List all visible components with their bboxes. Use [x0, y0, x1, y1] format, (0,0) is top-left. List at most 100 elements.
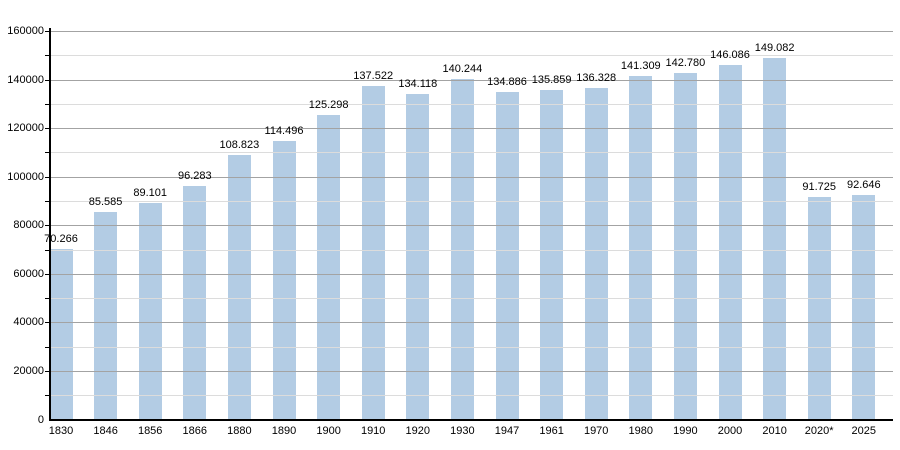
bar-1947 — [495, 91, 519, 420]
y-axis-tick — [44, 128, 50, 130]
bar-value-label: 142.780 — [665, 56, 706, 69]
bar-value-label: 85.585 — [88, 195, 123, 208]
x-tick-label: 1910 — [360, 424, 386, 437]
x-tick-label: 1990 — [673, 424, 698, 437]
minor-gridline — [49, 55, 893, 57]
x-tick-label: 1890 — [271, 424, 297, 437]
y-axis-tick — [44, 298, 50, 300]
y-axis-tick — [44, 152, 50, 154]
y-tick-label: 80000 — [13, 219, 44, 232]
x-tick-label: 1856 — [137, 424, 163, 437]
y-axis-tick — [44, 200, 50, 202]
minor-gridline — [49, 152, 893, 154]
bar-2000 — [718, 64, 742, 420]
y-axis-tick — [44, 176, 50, 178]
x-tick-label: 1930 — [450, 424, 475, 437]
bar-1900 — [317, 115, 341, 420]
bar-1856 — [138, 203, 162, 420]
bar-1910 — [361, 85, 385, 420]
bar-1890 — [272, 141, 296, 420]
y-axis-tick — [44, 79, 50, 81]
bar-2025 — [852, 194, 876, 420]
x-tick-label: 2020* — [804, 424, 834, 437]
bar-1866 — [183, 185, 207, 420]
bar-value-label: 89.101 — [133, 187, 168, 200]
bar-value-label: 134.118 — [398, 77, 438, 90]
bar-value-label: 114.496 — [264, 125, 304, 138]
y-tick-label: 0 — [37, 413, 44, 426]
minor-gridline — [49, 103, 893, 105]
x-tick-label: 1920 — [405, 424, 431, 437]
x-tick-label: 2025 — [851, 424, 877, 437]
x-tick-label: 1970 — [583, 424, 609, 437]
y-tick-label: 60000 — [13, 267, 44, 280]
y-tick-label: 40000 — [13, 316, 44, 329]
y-tick-label: 20000 — [13, 364, 44, 377]
major-gridline — [49, 370, 893, 372]
bar-1980 — [629, 76, 653, 420]
y-axis-tick — [44, 322, 50, 324]
x-tick-label: 1866 — [182, 424, 208, 437]
bar-value-label: 136.328 — [576, 72, 617, 85]
x-tick-label: 1900 — [316, 424, 341, 437]
bar-value-label: 91.725 — [802, 180, 837, 193]
bar-value-label: 134.886 — [487, 75, 527, 88]
y-axis-tick — [44, 225, 50, 227]
bar-value-label: 70.266 — [44, 232, 78, 245]
x-axis-line — [48, 418, 893, 421]
bar-value-label: 135.859 — [531, 73, 572, 86]
bar-value-label: 108.823 — [219, 139, 260, 152]
y-tick-label: 140000 — [7, 73, 44, 86]
x-tick-label: 1947 — [494, 424, 520, 437]
x-tick-label: 1961 — [539, 424, 564, 437]
x-tick-label: 2010 — [762, 424, 787, 437]
y-tick-label: 120000 — [7, 122, 44, 135]
bar-1930 — [450, 78, 474, 420]
y-axis-line — [48, 28, 51, 421]
bar-value-label: 125.298 — [308, 99, 349, 112]
y-tick-label: 160000 — [7, 25, 44, 37]
y-axis-tick — [44, 370, 50, 372]
major-gridline — [49, 225, 893, 227]
bar-1920 — [406, 93, 430, 420]
x-tick-label: 2000 — [717, 424, 743, 437]
y-axis-tick — [44, 249, 50, 251]
bar-value-label: 140.244 — [442, 62, 483, 75]
y-tick-label: 100000 — [7, 170, 44, 183]
x-tick-label: 1980 — [628, 424, 654, 437]
bar-1961 — [540, 89, 564, 420]
bar-1970 — [584, 88, 608, 420]
major-gridline — [49, 176, 893, 178]
x-tick-label: 1830 — [48, 424, 74, 437]
bar-2010 — [763, 57, 787, 420]
minor-gridline — [49, 200, 893, 202]
y-axis-tick — [44, 346, 50, 348]
minor-gridline — [49, 346, 893, 348]
major-gridline — [49, 79, 893, 81]
bar-value-label: 149.082 — [754, 41, 795, 54]
bar-value-label: 92.646 — [846, 178, 881, 191]
major-gridline — [49, 273, 893, 275]
y-axis-tick — [44, 395, 50, 397]
major-gridline — [49, 128, 893, 130]
bar-1880 — [227, 155, 251, 420]
bar-value-label: 96.283 — [177, 169, 212, 182]
bar-1830 — [49, 248, 73, 420]
minor-gridline — [49, 395, 893, 397]
major-gridline — [49, 322, 893, 324]
bar-value-label: 137.522 — [353, 69, 394, 82]
minor-gridline — [49, 249, 893, 251]
bar-value-label: 141.309 — [620, 60, 661, 73]
y-axis-tick — [44, 273, 50, 275]
bar-value-label: 146.086 — [710, 48, 750, 61]
y-axis-tick — [44, 103, 50, 105]
x-tick-label: 1880 — [227, 424, 252, 437]
bar-2020* — [807, 196, 831, 420]
bar-1846 — [94, 211, 118, 420]
y-axis-tick — [44, 55, 50, 57]
minor-gridline — [49, 298, 893, 300]
y-axis-tick — [44, 31, 50, 32]
x-tick-label: 1846 — [93, 424, 118, 437]
major-gridline — [49, 31, 893, 32]
